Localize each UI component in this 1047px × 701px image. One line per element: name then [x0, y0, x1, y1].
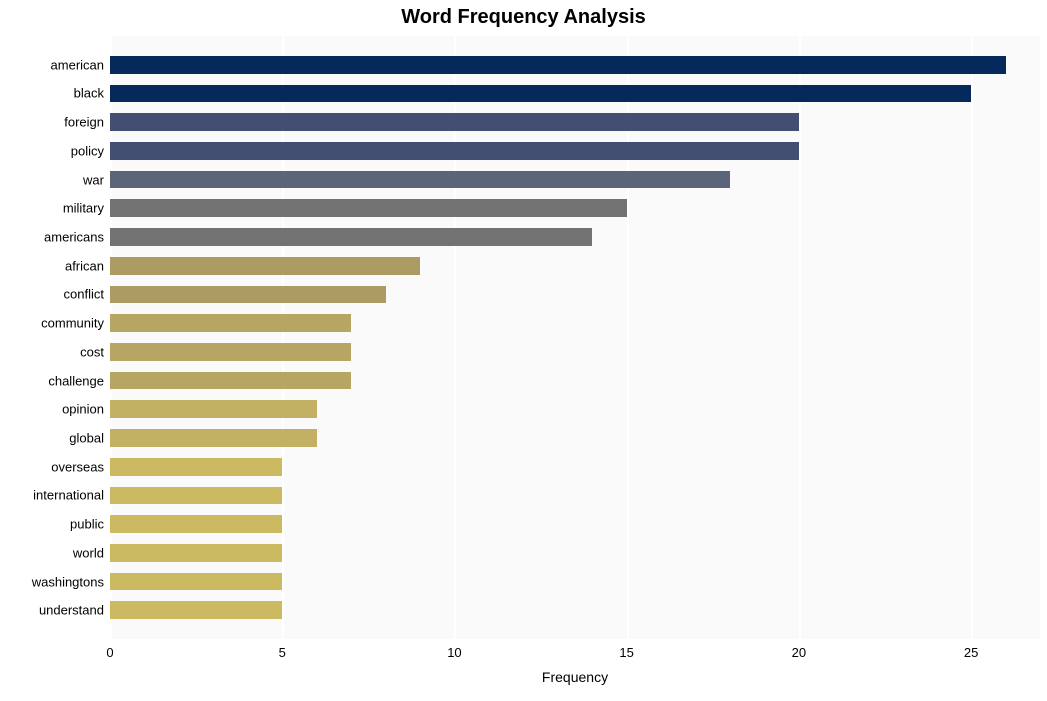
bar	[110, 286, 386, 304]
plot-area: Frequency 0510152025americanblackforeign…	[110, 36, 1040, 639]
y-tick-label: war	[83, 172, 110, 187]
bar	[110, 544, 282, 562]
x-axis-label: Frequency	[110, 669, 1040, 685]
bar	[110, 487, 282, 505]
y-tick-label: public	[70, 517, 110, 532]
x-tick-label: 5	[279, 639, 286, 660]
y-tick-label: military	[63, 201, 110, 216]
bar	[110, 343, 351, 361]
bar	[110, 171, 730, 189]
bar	[110, 458, 282, 476]
bar	[110, 56, 1006, 74]
y-tick-label: overseas	[51, 459, 110, 474]
x-tick-label: 0	[106, 639, 113, 660]
chart-title: Word Frequency Analysis	[0, 6, 1047, 29]
y-tick-label: washingtons	[32, 574, 110, 589]
x-tick-label: 20	[792, 639, 806, 660]
x-tick-label: 25	[964, 639, 978, 660]
bar	[110, 228, 592, 246]
gridline	[971, 36, 973, 639]
y-tick-label: cost	[80, 344, 110, 359]
bar	[110, 142, 799, 160]
y-tick-label: african	[65, 258, 110, 273]
x-tick-label: 10	[447, 639, 461, 660]
y-tick-label: challenge	[48, 373, 110, 388]
y-tick-label: black	[74, 86, 110, 101]
y-tick-label: conflict	[64, 287, 110, 302]
y-tick-label: opinion	[62, 402, 110, 417]
x-tick-label: 15	[619, 639, 633, 660]
y-tick-label: policy	[71, 143, 110, 158]
bar	[110, 573, 282, 591]
bar	[110, 85, 971, 103]
y-tick-label: foreign	[64, 115, 110, 130]
bar	[110, 199, 627, 217]
y-tick-label: world	[73, 545, 110, 560]
bar	[110, 314, 351, 332]
bar	[110, 113, 799, 131]
bar	[110, 515, 282, 533]
y-tick-label: americans	[44, 230, 110, 245]
y-tick-label: american	[51, 57, 110, 72]
y-tick-label: understand	[39, 603, 110, 618]
bar	[110, 257, 420, 275]
y-tick-label: community	[41, 316, 110, 331]
chart-container: Word Frequency Analysis Frequency 051015…	[0, 0, 1047, 701]
gridline	[799, 36, 801, 639]
y-tick-label: international	[33, 488, 110, 503]
bar	[110, 400, 317, 418]
bar	[110, 601, 282, 619]
bar	[110, 372, 351, 390]
bar	[110, 429, 317, 447]
y-tick-label: global	[69, 431, 110, 446]
